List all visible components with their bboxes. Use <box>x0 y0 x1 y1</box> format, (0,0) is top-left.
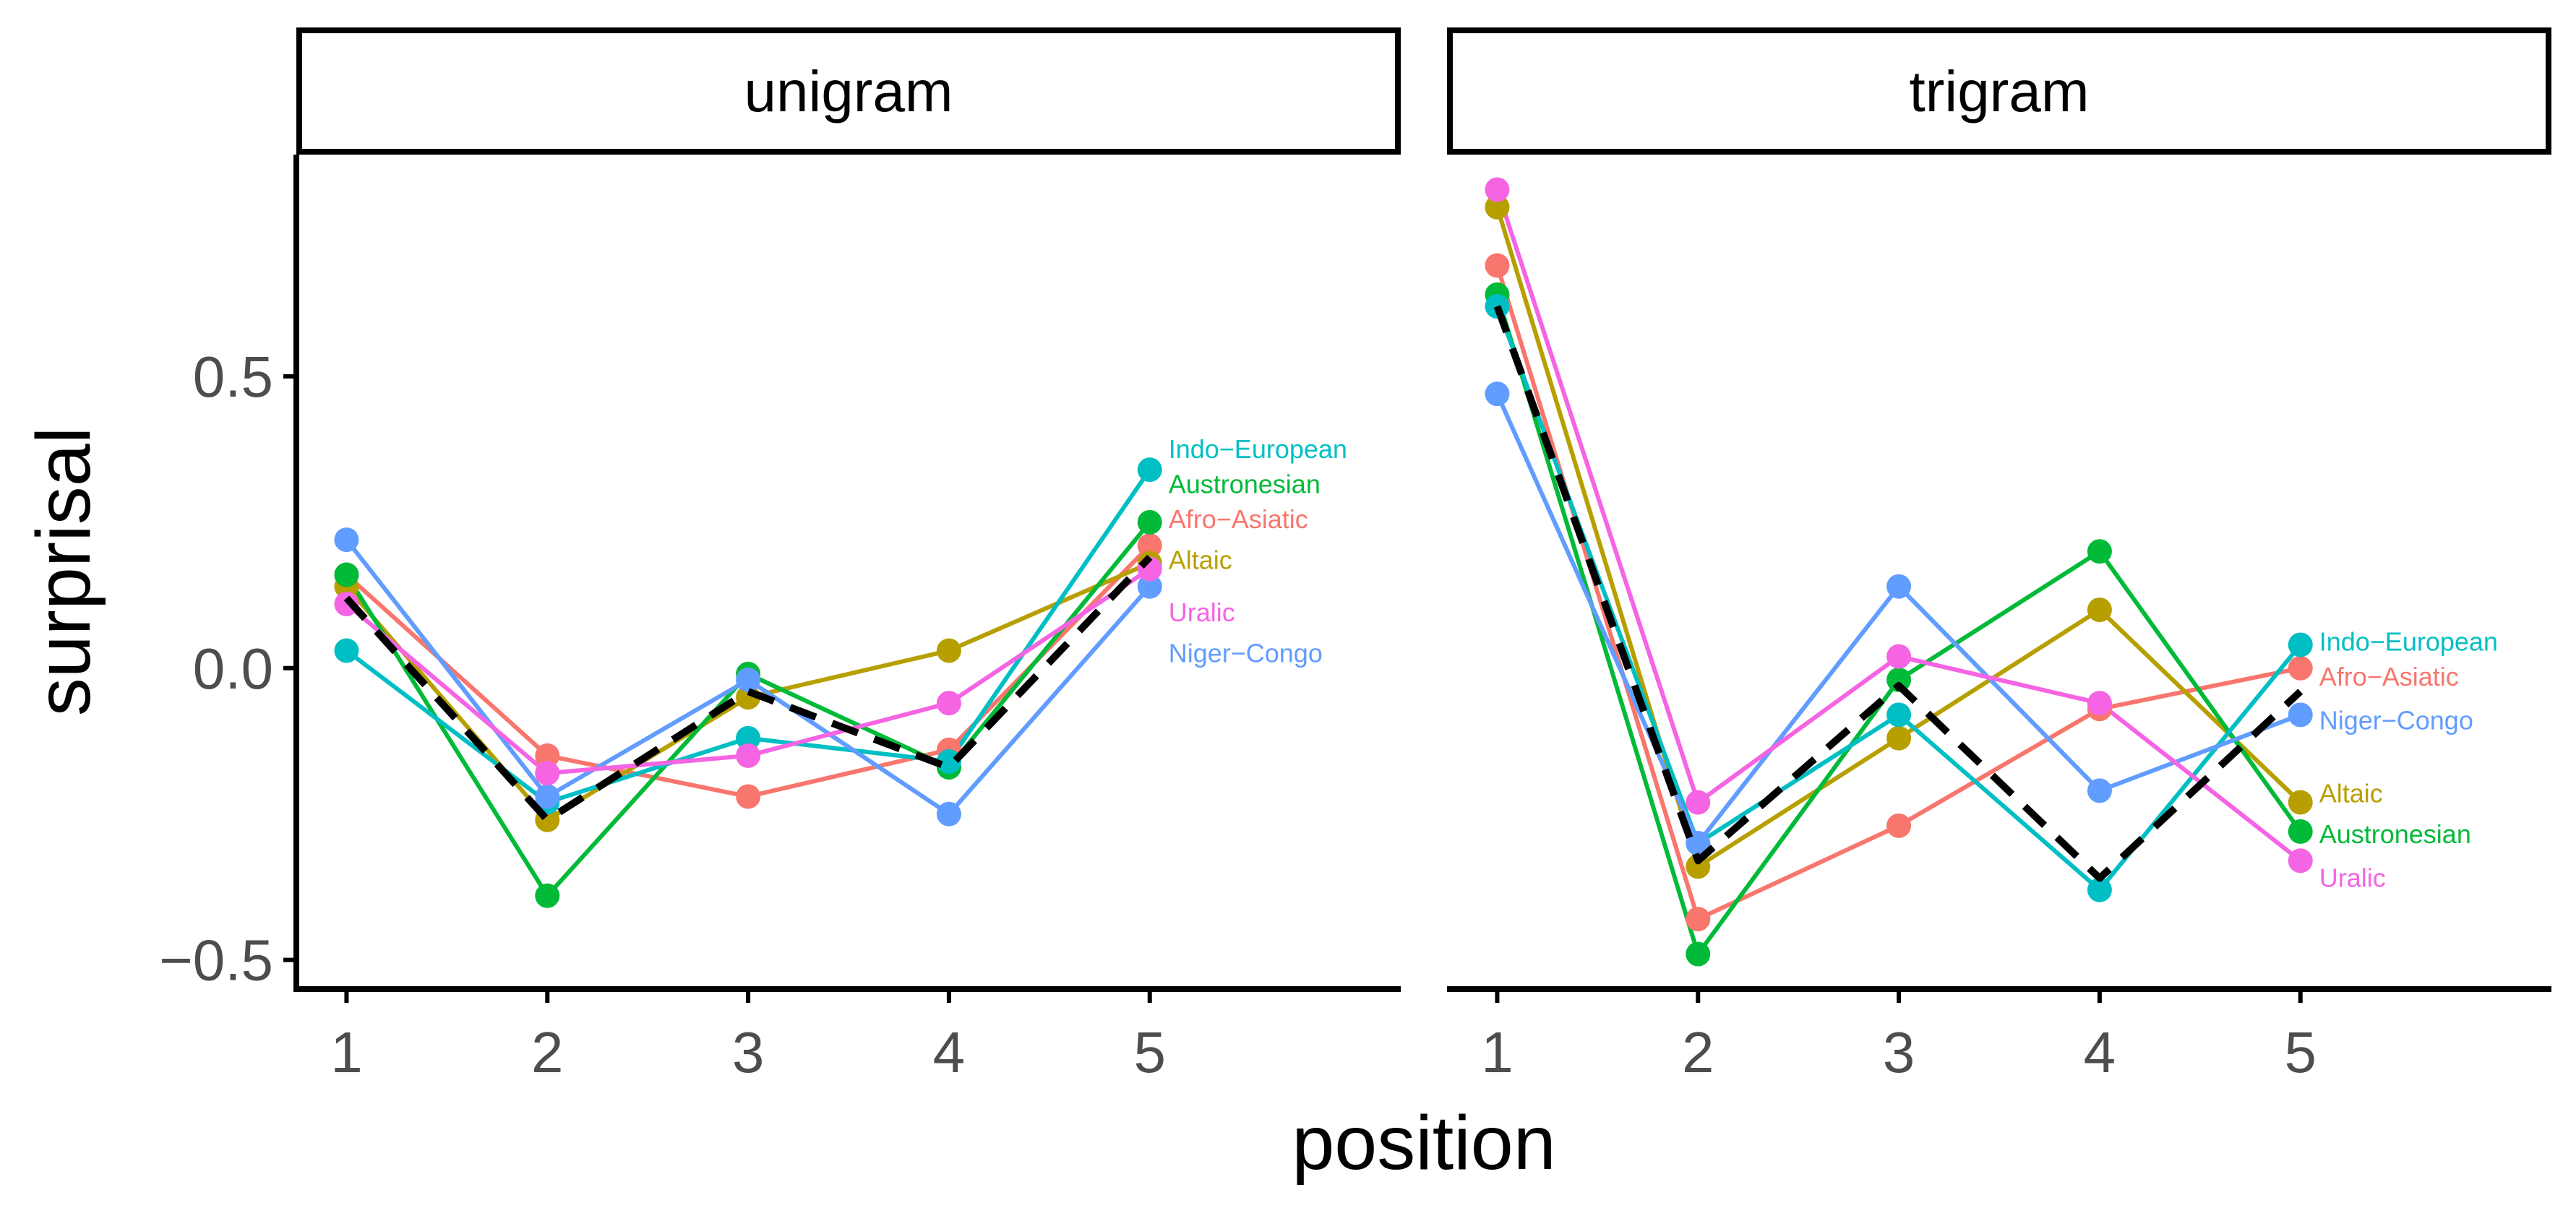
data-point-niger-congo <box>535 784 560 809</box>
data-point-austronesian <box>535 883 560 908</box>
strip-trigram <box>1447 27 2551 155</box>
y-tick-label: 0.0 <box>193 637 273 701</box>
series-label-uralic: Uralic <box>1169 597 1235 627</box>
data-point-niger-congo <box>2087 778 2112 803</box>
x-tick-label-trigram: 1 <box>1481 1020 1514 1084</box>
data-point-indo-european <box>2087 877 2112 902</box>
data-point-uralic <box>1485 177 1510 202</box>
data-point-altaic <box>1485 194 1510 220</box>
x-tick-label-unigram: 1 <box>330 1020 363 1084</box>
data-point-afro-asiatic <box>1485 253 1510 278</box>
x-tick-label-trigram: 5 <box>2284 1020 2317 1084</box>
x-tick-label-unigram: 3 <box>732 1020 765 1084</box>
series-label-austronesian: Austronesian <box>1169 469 1321 499</box>
panel-unigram-marks: Indo−European Austronesian Afro−Asiatic Alt… <box>334 434 1347 908</box>
data-point-austronesian <box>1686 941 1711 967</box>
data-point-niger-congo <box>1137 574 1162 599</box>
data-point-indo-european <box>936 749 961 774</box>
series-label-afro-asiatic: Afro−Asiatic <box>1169 504 1308 534</box>
strip-unigram <box>296 27 1401 155</box>
data-point-uralic <box>1886 644 1912 669</box>
mean-line <box>1493 305 2304 882</box>
data-point-uralic <box>1686 790 1711 815</box>
data-point-niger-congo <box>1686 831 1711 856</box>
data-point-altaic <box>1686 854 1711 879</box>
data-point-altaic <box>2087 597 2112 622</box>
series-label-afro-asiatic: Afro−Asiatic <box>2319 662 2459 691</box>
data-point-indo-european <box>334 638 359 663</box>
series-label-indo-european: Indo−European <box>2319 626 2498 656</box>
x-tick-label-unigram: 2 <box>531 1020 564 1084</box>
data-point-afro-asiatic <box>1886 813 1912 838</box>
y-tick-label: 0.5 <box>193 345 273 409</box>
strip-title-trigram: trigram <box>1910 59 2090 124</box>
x-axis-title: position <box>1292 1100 1555 1186</box>
data-point-niger-congo <box>736 667 761 692</box>
y-axis: −0.5 0.0 0.5 <box>159 345 296 993</box>
data-point-niger-congo <box>1485 381 1510 407</box>
data-point-altaic <box>2288 790 2313 815</box>
data-point-indo-european <box>1137 457 1162 483</box>
data-point-austronesian <box>1886 667 1912 692</box>
data-point-uralic <box>535 761 560 786</box>
data-point-niger-congo <box>2288 702 2313 728</box>
data-point-afro-asiatic <box>1137 533 1162 558</box>
data-point-uralic <box>736 743 761 768</box>
strip-title-unigram: unigram <box>744 59 953 124</box>
panel-trigram: trigram Indo−European Afro−Asiatic Niger−C… <box>1447 27 2551 967</box>
data-point-afro-asiatic <box>736 784 761 809</box>
series-label-uralic: Uralic <box>2319 863 2386 893</box>
x-axes: 1 2 3 4 5 1 2 3 4 5 <box>330 989 2317 1084</box>
x-tick-label-trigram: 2 <box>1682 1020 1714 1084</box>
data-point-uralic <box>2288 848 2313 873</box>
series-label-niger-congo: Niger−Congo <box>2319 705 2473 735</box>
data-point-austronesian <box>2288 819 2313 844</box>
data-point-afro-asiatic <box>535 743 560 768</box>
series-label-austronesian: Austronesian <box>2319 819 2471 849</box>
panel-trigram-marks: Indo−European Afro−Asiatic Niger−Congo Alta… <box>1485 177 2498 967</box>
mean-line <box>343 554 1153 824</box>
series-label-niger-congo: Niger−Congo <box>1169 639 1323 668</box>
data-point-indo-european <box>1886 702 1912 728</box>
series-label-altaic: Altaic <box>1169 545 1232 574</box>
data-point-uralic <box>936 691 961 716</box>
data-point-uralic <box>2087 691 2112 716</box>
data-point-afro-asiatic <box>1686 907 1711 932</box>
x-tick-label-trigram: 3 <box>1883 1020 1915 1084</box>
data-point-afro-asiatic <box>2288 655 2313 681</box>
data-point-austronesian <box>1137 509 1162 535</box>
data-point-austronesian <box>334 562 359 587</box>
x-tick-label-unigram: 4 <box>933 1020 966 1084</box>
data-point-indo-european <box>736 725 761 751</box>
y-axis-title: surprisal <box>21 427 106 717</box>
x-tick-label-unigram: 5 <box>1133 1020 1166 1084</box>
x-tick-label-trigram: 4 <box>2084 1020 2116 1084</box>
series-label-altaic: Altaic <box>2319 778 2383 808</box>
data-point-indo-european <box>2288 632 2313 657</box>
data-point-altaic <box>936 638 961 663</box>
data-point-niger-congo <box>334 527 359 553</box>
y-tick-label: −0.5 <box>159 928 273 993</box>
series-label-indo-european: Indo−European <box>1169 434 1347 464</box>
data-point-austronesian <box>2087 539 2112 564</box>
data-point-niger-congo <box>936 801 961 827</box>
data-point-niger-congo <box>1886 574 1912 599</box>
panel-unigram: unigram Indo−European Austronesian Afro−As… <box>296 27 1401 908</box>
data-point-altaic <box>1886 725 1912 751</box>
